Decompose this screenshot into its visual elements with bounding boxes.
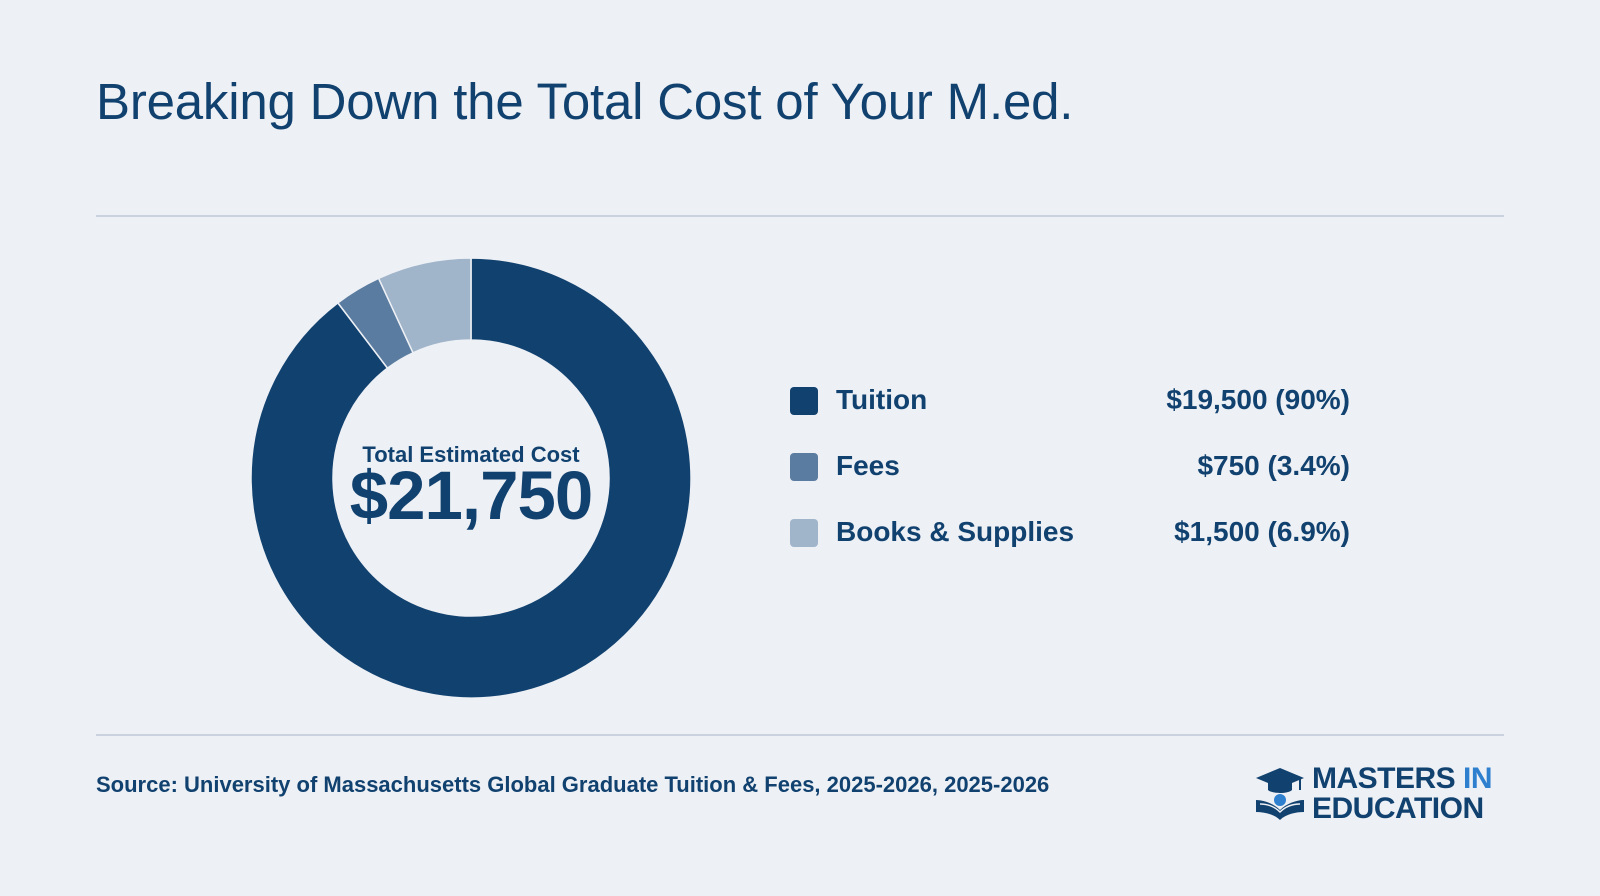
legend-label-books-supplies: Books & Supplies <box>836 516 1075 547</box>
legend-value-books-supplies: $1,500 (6.9%) <box>1174 516 1350 547</box>
donut-slice-books-supplies <box>377 257 472 354</box>
masters-in-education-logo: MASTERS IN EDUCATION <box>1254 764 1504 824</box>
legend-label-fees: Fees <box>836 450 900 481</box>
donut-chart: Total Estimated Cost $21,750 <box>250 257 692 699</box>
legend-item-books-supplies: Books & Supplies $1,500 (6.9%) <box>790 508 1350 574</box>
legend-item-tuition: Tuition $19,500 (90%) <box>790 376 1350 442</box>
graduation-cap-book-icon <box>1256 768 1304 820</box>
bottom-divider <box>96 734 1504 736</box>
source-note: Source: University of Massachusetts Glob… <box>96 772 1050 797</box>
legend-swatch-fees <box>790 453 818 481</box>
center-value: $21,750 <box>350 457 592 534</box>
logo-word-education: EDUCATION <box>1312 792 1484 825</box>
legend-swatch-books-supplies <box>790 519 818 547</box>
legend-value-fees: $750 (3.4%) <box>1197 450 1350 481</box>
logo-wordmark: MASTERS IN EDUCATION <box>1312 762 1493 825</box>
legend: Tuition $19,500 (90%) Fees $750 (3.4%) B… <box>790 376 1350 574</box>
center-label: Total Estimated Cost <box>362 442 580 467</box>
donut-slices <box>250 257 692 699</box>
logo-word-in: IN <box>1463 762 1493 795</box>
donut-slice-tuition <box>250 257 692 699</box>
page-title: Breaking Down the Total Cost of Your M.e… <box>96 73 1074 130</box>
logo-word-masters: MASTERS <box>1312 762 1456 795</box>
legend-value-tuition: $19,500 (90%) <box>1166 384 1350 415</box>
top-divider <box>96 215 1504 217</box>
legend-item-fees: Fees $750 (3.4%) <box>790 442 1350 508</box>
legend-label-tuition: Tuition <box>836 384 928 415</box>
legend-swatch-tuition <box>790 387 818 415</box>
